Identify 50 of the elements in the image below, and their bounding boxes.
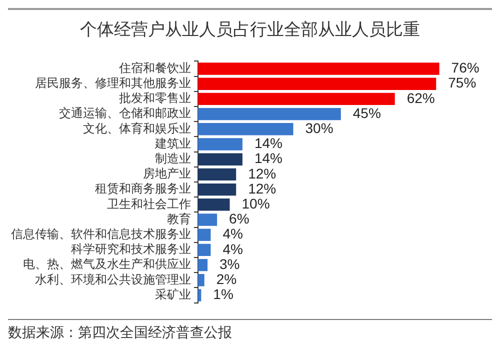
y-tick-label: 住宿和餐饮业 (118, 60, 191, 75)
data-label: 76% (451, 60, 480, 76)
data-label: 1% (213, 286, 234, 302)
data-label: 3% (220, 256, 240, 272)
data-label: 12% (248, 165, 276, 182)
bar (198, 123, 294, 136)
bar (198, 198, 230, 211)
y-tick-label: 科学研究和技术服务业 (71, 242, 191, 256)
data-label: 6% (229, 210, 250, 227)
bar (198, 108, 341, 120)
data-label: 14% (254, 150, 282, 166)
y-tick-label: 交通运输、仓储和邮政业 (59, 106, 191, 120)
y-tick-label: 建筑业 (154, 136, 191, 150)
y-tick-label: 水利、环境和公共设施管理业 (35, 272, 191, 286)
bar (198, 62, 440, 75)
y-tick-label: 房地产业 (143, 166, 191, 181)
bar (198, 92, 395, 106)
data-label: 62% (406, 90, 435, 106)
bar (198, 228, 211, 241)
bar (198, 214, 218, 226)
y-tick-label: 采矿业 (155, 287, 191, 302)
bar (198, 138, 242, 150)
data-label: 4% (222, 240, 243, 257)
y-tick-label: 批发和零售业 (119, 91, 191, 106)
bar (198, 183, 236, 196)
data-label: 12% (248, 180, 276, 196)
y-tick-label: 电、热、燃气及水生产和供应业 (23, 257, 191, 272)
bar (198, 244, 211, 256)
y-tick-label: 居民服务、修理和其他服务业 (35, 76, 191, 90)
y-tick-label: 制造业 (155, 152, 191, 166)
bar (198, 153, 242, 166)
data-label: 45% (352, 104, 381, 121)
bar (198, 258, 208, 272)
chart-title: 个体经营户从业人员占行业全部从业人员比重 (79, 19, 421, 41)
bar (198, 78, 436, 90)
data-label: 75% (448, 74, 476, 91)
data-label: 10% (242, 196, 270, 212)
bar (198, 274, 204, 286)
data-label: 2% (216, 271, 237, 288)
data-label: 4% (222, 226, 243, 242)
source-note: 数据来源：第四次全国经济普查公报 (8, 324, 233, 342)
y-tick-label: 卫生和社会工作 (107, 196, 191, 211)
y-tick-label: 教育 (167, 212, 191, 226)
bar (198, 168, 236, 181)
y-tick-label: 租赁和商务服务业 (95, 182, 191, 196)
y-tick-label: 文化、体育和娱乐业 (83, 121, 191, 136)
y-tick-label: 信息传输、软件和信息技术服务业 (11, 227, 191, 242)
bar (198, 289, 202, 302)
data-label: 30% (305, 120, 334, 136)
data-label: 14% (254, 135, 282, 152)
